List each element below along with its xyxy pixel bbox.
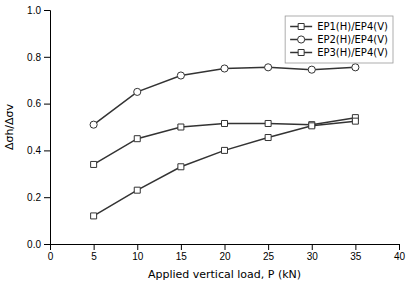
point xyxy=(265,120,271,126)
point xyxy=(91,213,97,219)
tick: 0.6 xyxy=(27,98,50,109)
tick: 1.0 xyxy=(27,5,50,16)
tick-label: 1.0 xyxy=(27,5,41,16)
axis-line xyxy=(44,11,51,245)
tick-label: 0.8 xyxy=(27,52,41,63)
point xyxy=(178,124,184,130)
tick-mark xyxy=(94,244,95,250)
tick: 15 xyxy=(176,244,188,262)
tick-mark xyxy=(44,197,50,198)
tick: 0.8 xyxy=(27,52,50,63)
point xyxy=(352,118,358,124)
tick-mark xyxy=(44,104,50,105)
legend-symbol xyxy=(298,36,305,43)
point xyxy=(222,147,228,153)
point xyxy=(177,72,184,79)
point xyxy=(221,65,228,72)
point xyxy=(309,123,315,129)
tick-mark xyxy=(181,244,182,250)
axis-line xyxy=(51,245,400,251)
tick-label: 25 xyxy=(263,251,275,262)
tick: 35 xyxy=(350,244,362,262)
tick-label: 20 xyxy=(219,251,231,262)
tick: 20 xyxy=(219,244,231,262)
tick: 0.4 xyxy=(27,145,50,156)
point xyxy=(178,164,184,170)
tick-label: 0.0 xyxy=(27,239,41,250)
tick-label: 35 xyxy=(350,251,362,262)
tick-mark xyxy=(44,150,50,151)
point xyxy=(265,135,271,141)
point xyxy=(308,66,315,73)
tick-mark xyxy=(268,244,269,250)
tick: 10 xyxy=(132,244,144,262)
legend-label: EP2(H)/EP4(V) xyxy=(317,34,388,45)
tick: 25 xyxy=(263,244,275,262)
legend-symbol xyxy=(298,24,304,30)
x-axis-title: Applied vertical load, P (kN) xyxy=(148,268,301,281)
axis: 0.0 0.2 0.4 0.6 0.8 1.0 xyxy=(27,5,50,250)
point xyxy=(134,187,140,193)
legend-box xyxy=(285,16,393,63)
plot: 0 5 10 15 20 25 30 35 40 0.0 0.2 0.4 0.6 0.8 1.0 EP1(H)… xyxy=(27,5,405,262)
tick: 0 xyxy=(48,244,54,262)
legend: EP1(H)/EP4(V) EP2(H)/EP4(V) EP3(H)/EP4(V) xyxy=(285,16,393,63)
tick-mark xyxy=(312,244,313,250)
point xyxy=(222,120,228,126)
legend-item: EP2(H)/EP4(V) xyxy=(290,34,388,45)
tick: 40 xyxy=(394,244,406,262)
point xyxy=(352,64,359,71)
point xyxy=(134,88,141,95)
tick-mark xyxy=(44,244,50,245)
tick-mark xyxy=(225,244,226,250)
tick: 0.0 xyxy=(27,239,50,250)
point xyxy=(265,64,272,71)
point xyxy=(91,161,97,167)
tick-mark xyxy=(44,10,50,11)
point xyxy=(90,121,97,128)
tick-label: 10 xyxy=(132,251,144,262)
tick-mark xyxy=(137,244,138,250)
tick-mark xyxy=(355,244,356,250)
tick: 30 xyxy=(307,244,319,262)
tick-label: 5 xyxy=(91,251,97,262)
point xyxy=(134,136,140,142)
tick-label: 0.4 xyxy=(27,145,41,156)
legend-item: EP1(H)/EP4(V) xyxy=(290,21,388,32)
series-line xyxy=(94,121,356,216)
series-line xyxy=(94,67,356,124)
tick: 0.2 xyxy=(27,192,50,203)
tick-label: 0 xyxy=(48,251,54,262)
tick-mark xyxy=(399,244,400,250)
tick-label: 0.6 xyxy=(27,98,41,109)
legend-label: EP1(H)/EP4(V) xyxy=(317,21,388,32)
tick-label: 40 xyxy=(394,251,406,262)
tick-mark xyxy=(44,57,50,58)
chart: 0 5 10 15 20 25 30 35 40 0.0 0.2 0.4 0.6 0.8 1.0 EP1(H)… xyxy=(0,0,413,284)
legend-label: EP3(H)/EP4(V) xyxy=(317,47,388,58)
axis: 0 5 10 15 20 25 30 35 40 xyxy=(48,244,406,262)
legend-item: EP3(H)/EP4(V) xyxy=(290,47,388,58)
legend-symbol xyxy=(298,50,304,56)
tick-label: 0.2 xyxy=(27,192,41,203)
tick: 5 xyxy=(91,244,97,262)
tick-label: 30 xyxy=(307,251,319,262)
tick-label: 15 xyxy=(176,251,188,262)
data-area xyxy=(90,64,359,219)
y-axis-title: Δσh/Δσv xyxy=(3,103,16,150)
